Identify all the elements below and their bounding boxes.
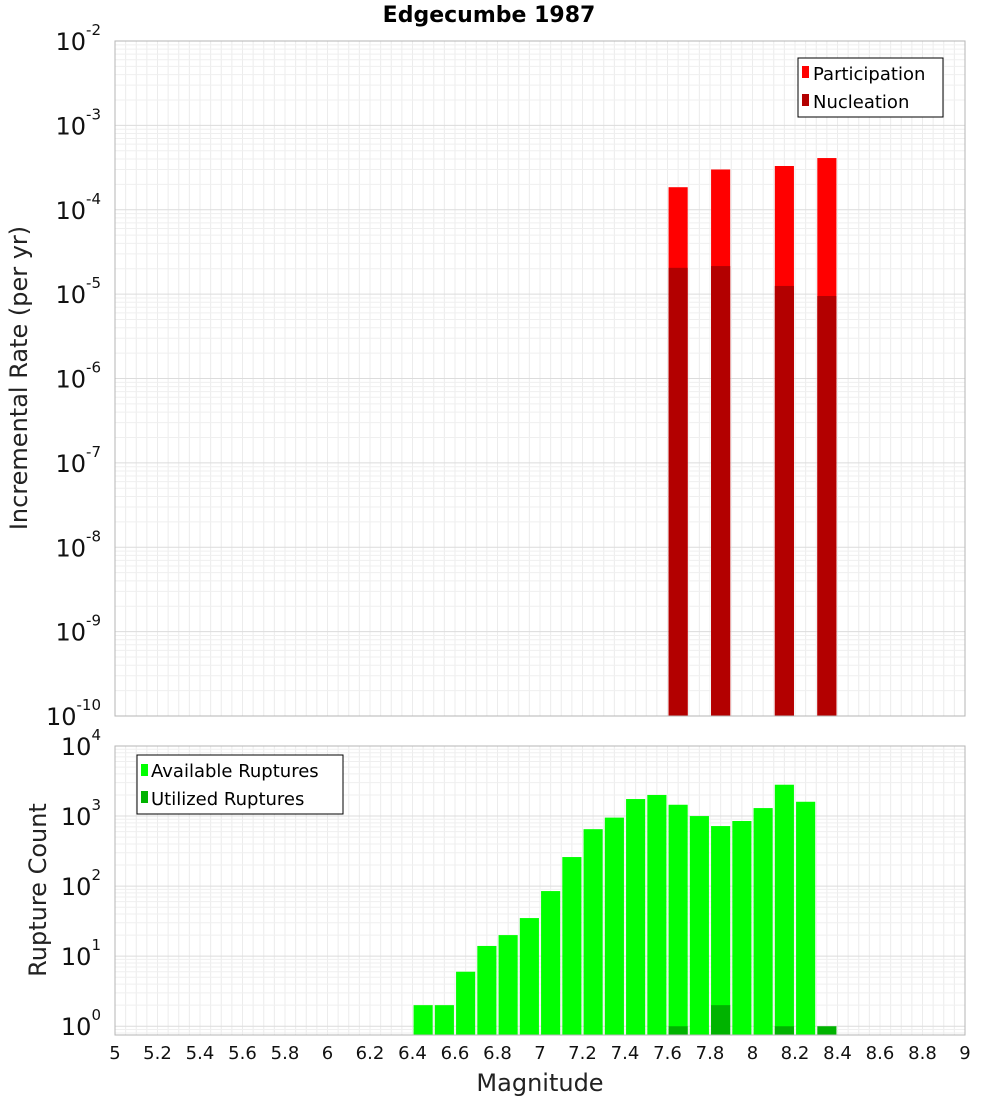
- x-tick-label: 9: [959, 1043, 970, 1064]
- x-tick-label: 5.8: [271, 1043, 300, 1064]
- bottom-bar-utilized-ruptures: [711, 1005, 731, 1035]
- x-tick-label: 7.4: [611, 1043, 640, 1064]
- bottom-bar-available-ruptures: [413, 1005, 433, 1035]
- top-y-tick-label: 10-7: [55, 443, 101, 478]
- bottom-bar-available-ruptures: [753, 808, 773, 1035]
- bottom-bars: [413, 784, 837, 1035]
- x-tick-label: 6.2: [356, 1043, 385, 1064]
- top-bar-nucleation: [774, 285, 794, 716]
- bottom-y-tick-label: 104: [61, 726, 101, 761]
- bottom-panel: 100 101 102 103 104 5 5.2 5.4 5.6 5.8 6 6.2 6.4 6.6 6…: [24, 726, 971, 1097]
- legend-label-participation: Participation: [813, 64, 925, 85]
- x-tick-label: 5.4: [186, 1043, 215, 1064]
- bottom-bar-available-ruptures: [732, 821, 752, 1035]
- top-y-tick-label: 10-4: [55, 190, 101, 225]
- x-ticks: 5 5.2 5.4 5.6 5.8 6 6.2 6.4 6.6 6.8 7 7.2 7.4 7.6 7.8 8…: [109, 1043, 970, 1064]
- bottom-bar-available-ruptures: [711, 826, 731, 1035]
- bottom-bar-utilized-ruptures: [774, 1026, 794, 1035]
- x-tick-label: 6.4: [398, 1043, 427, 1064]
- bottom-bar-available-ruptures: [647, 794, 667, 1035]
- legend-label-utilized: Utilized Ruptures: [151, 789, 304, 810]
- x-tick-label: 5: [109, 1043, 120, 1064]
- top-y-axis-label: Incremental Rate (per yr): [5, 226, 33, 530]
- x-tick-label: 7.2: [568, 1043, 597, 1064]
- x-tick-label: 5.6: [228, 1043, 257, 1064]
- top-y-tick-label: 10-8: [55, 527, 101, 562]
- bottom-bar-utilized-ruptures: [817, 1026, 837, 1035]
- bottom-bar-available-ruptures: [434, 1005, 454, 1035]
- top-legend: Participation Nucleation: [797, 57, 944, 118]
- bottom-bar-available-ruptures: [541, 891, 561, 1035]
- x-tick-label: 7: [534, 1043, 545, 1064]
- top-panel: 10-10 10-9 10-8 10-7 10-6 10-5 10-4 10-3 10-2 In…: [5, 21, 966, 731]
- bottom-legend-box: [136, 754, 344, 815]
- bottom-bar-available-ruptures: [456, 971, 476, 1035]
- legend-label-available: Available Ruptures: [151, 761, 319, 782]
- top-y-tick-label: 10-6: [55, 359, 101, 394]
- bottom-bar-available-ruptures: [626, 799, 646, 1035]
- legend-swatch-utilized: [141, 791, 148, 803]
- legend-swatch-available: [141, 764, 148, 776]
- top-legend-box: [797, 57, 944, 118]
- legend-label-nucleation: Nucleation: [813, 92, 909, 113]
- bottom-plot-frame: [114, 745, 966, 1036]
- bottom-bar-available-ruptures: [668, 804, 688, 1035]
- bottom-grid: [115, 746, 965, 1035]
- top-plot-frame: [114, 40, 966, 717]
- x-tick-label: 8.8: [908, 1043, 937, 1064]
- bottom-bar-available-ruptures: [796, 801, 816, 1035]
- bottom-bar-available-ruptures: [498, 935, 518, 1035]
- x-tick-label: 8.4: [823, 1043, 852, 1064]
- top-y-tick-label: 10-3: [55, 105, 101, 140]
- top-y-tick-label: 10-9: [55, 612, 101, 647]
- top-bars: [668, 158, 837, 717]
- x-axis-label: Magnitude: [476, 1069, 603, 1097]
- x-tick-label: 6: [322, 1043, 333, 1064]
- x-tick-label: 7.6: [653, 1043, 682, 1064]
- bottom-bar-available-ruptures: [519, 918, 539, 1035]
- x-tick-label: 7.8: [696, 1043, 725, 1064]
- bottom-legend: Available Ruptures Utilized Ruptures: [136, 754, 344, 815]
- top-grid: [115, 41, 965, 717]
- top-y-ticks: 10-10 10-9 10-8 10-7 10-6 10-5 10-4 10-3 10-2: [46, 21, 101, 731]
- bottom-bar-available-ruptures: [562, 857, 582, 1035]
- top-bar-nucleation: [668, 267, 688, 716]
- x-tick-label: 8.6: [866, 1043, 895, 1064]
- chart-title: Edgecumbe 1987: [383, 3, 596, 28]
- bottom-bar-available-ruptures: [604, 817, 624, 1035]
- x-tick-label: 8.2: [781, 1043, 810, 1064]
- x-tick-label: 6.6: [441, 1043, 470, 1064]
- x-tick-label: 8: [747, 1043, 758, 1064]
- bottom-y-tick-label: 101: [61, 936, 101, 971]
- bottom-y-tick-label: 102: [61, 866, 101, 901]
- legend-swatch-participation: [802, 66, 809, 78]
- top-y-tick-label: 10-5: [55, 274, 101, 309]
- x-tick-label: 6.8: [483, 1043, 512, 1064]
- bottom-bar-available-ruptures: [774, 784, 794, 1035]
- bottom-y-axis-label: Rupture Count: [24, 803, 52, 977]
- bottom-y-tick-label: 100: [61, 1006, 101, 1041]
- top-y-tick-label: 10-10: [46, 696, 101, 731]
- bottom-y-tick-label: 103: [61, 796, 101, 831]
- bottom-bar-available-ruptures: [689, 816, 709, 1035]
- bottom-bar-available-ruptures: [477, 945, 497, 1035]
- top-y-tick-label: 10-2: [55, 21, 101, 56]
- top-bar-nucleation: [817, 296, 837, 716]
- legend-swatch-nucleation: [802, 94, 809, 106]
- bottom-bar-available-ruptures: [583, 829, 603, 1035]
- bottom-bar-utilized-ruptures: [668, 1026, 688, 1035]
- bottom-y-ticks: 100 101 102 103 104: [61, 726, 101, 1041]
- x-tick-label: 5.2: [143, 1043, 172, 1064]
- top-bar-nucleation: [711, 266, 731, 716]
